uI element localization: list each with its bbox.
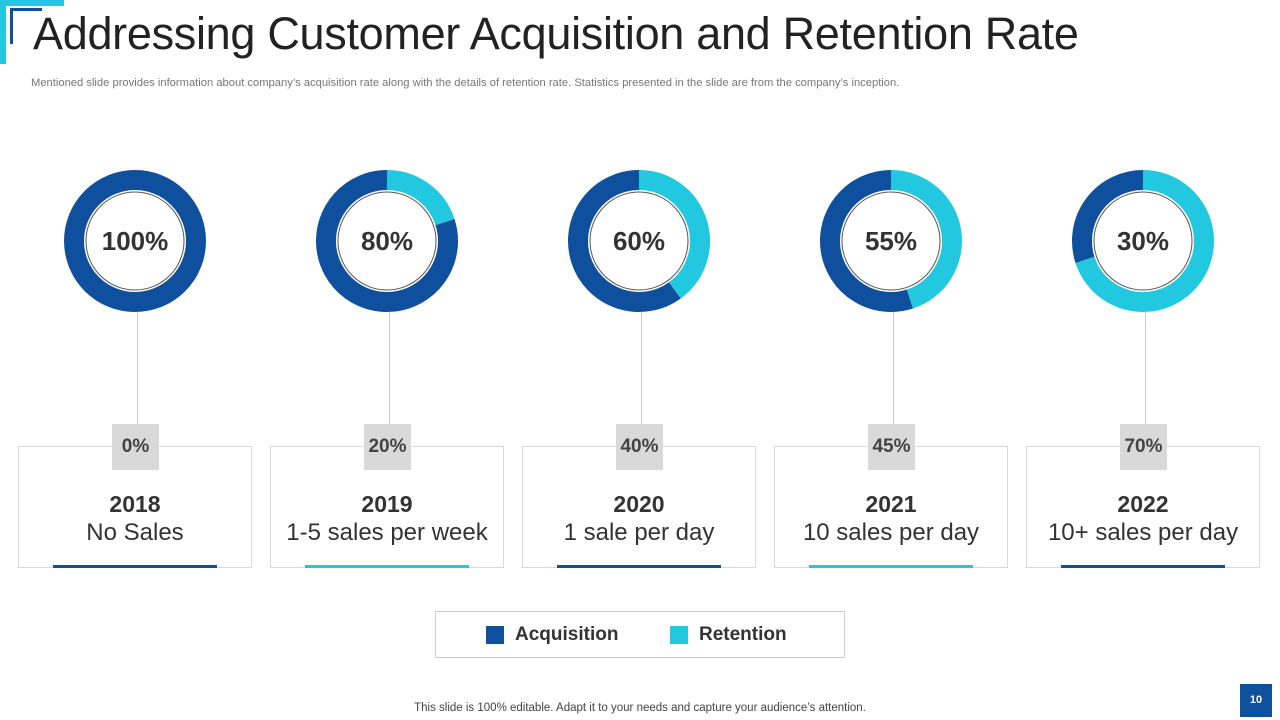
card-underline — [53, 565, 217, 568]
corner-accent-horizontal — [0, 0, 64, 6]
retention-badge-2022: 70% — [1120, 424, 1167, 470]
page-title: Addressing Customer Acquisition and Rete… — [33, 8, 1079, 59]
card-year: 2021 — [865, 491, 917, 517]
page-number: 10 — [1240, 684, 1272, 717]
page-subtitle: Mentioned slide provides information abo… — [31, 77, 900, 89]
retention-badge-2020: 40% — [616, 424, 663, 470]
legend-swatch-retention — [670, 626, 688, 644]
card-year: 2018 — [109, 491, 161, 517]
card-year: 2022 — [1117, 491, 1169, 517]
donut-center-2019 — [337, 191, 437, 291]
legend-label-retention: Retention — [699, 624, 787, 645]
donut-slice-retention-2020 — [638, 170, 710, 299]
donut-2022: 30% — [1072, 170, 1214, 312]
retention-badge-2019: 20% — [364, 424, 411, 470]
donut-label-acquisition-2020: 60% — [613, 226, 665, 256]
donut-slice-retention-2022 — [1075, 170, 1214, 312]
card-detail: 10 sales per day — [802, 519, 980, 546]
legend-item-acquisition: Acquisition — [486, 624, 618, 646]
footer-note: This slide is 100% editable. Adapt it to… — [414, 702, 866, 714]
corner-accent-inner-horizontal — [10, 8, 42, 11]
card-detail: 10+ sales per day — [1047, 519, 1239, 546]
donut-center-2018 — [85, 191, 185, 291]
donut-slice-retention-2019 — [386, 170, 455, 226]
card-detail: No Sales — [86, 519, 184, 546]
card-underline — [557, 565, 721, 568]
donut-center-2020 — [589, 191, 689, 291]
card-underline — [1061, 565, 1225, 568]
year-card-2021: 2021 10 sales per day — [774, 446, 1008, 568]
donut-slice-retention-2021 — [890, 170, 962, 309]
donut-2020: 60% — [568, 170, 710, 312]
chart-legend: Acquisition Retention — [435, 611, 845, 658]
card-underline — [305, 565, 469, 568]
donut-2019: 80% — [316, 170, 458, 312]
connector-line-2021 — [893, 312, 894, 424]
card-year: 2020 — [613, 491, 665, 517]
card-detail: 1 sale per day — [563, 519, 715, 546]
card-year: 2019 — [361, 491, 413, 517]
corner-accent-inner-vertical — [10, 8, 13, 44]
donut-center-2021 — [841, 191, 941, 291]
donut-label-acquisition-2022: 30% — [1117, 226, 1169, 256]
donut-chart-area: 100% 80% 60% 55% 30% — [64, 170, 1214, 424]
card-detail: 1-5 sales per week — [286, 519, 488, 546]
donut-slice-acquisition-2021 — [820, 170, 913, 312]
retention-badge-2021: 45% — [868, 424, 915, 470]
connector-line-2019 — [389, 312, 390, 424]
legend-item-retention: Retention — [670, 624, 787, 646]
retention-badge-2018: 0% — [112, 424, 159, 470]
donut-label-acquisition-2019: 80% — [361, 226, 413, 256]
corner-accent-vertical — [0, 0, 6, 64]
card-underline — [809, 565, 973, 568]
legend-label-acquisition: Acquisition — [515, 624, 619, 645]
donut-slice-acquisition-2018 — [64, 170, 206, 312]
donut-slice-acquisition-2020 — [568, 170, 681, 312]
connector-line-2020 — [641, 312, 642, 424]
connector-line-2022 — [1145, 312, 1146, 424]
donut-center-2022 — [1093, 191, 1193, 291]
donut-label-acquisition-2018: 100% — [102, 226, 169, 256]
donut-slice-acquisition-2019 — [316, 170, 458, 312]
donut-slice-acquisition-2022 — [1072, 170, 1144, 263]
connector-line-2018 — [137, 312, 138, 424]
donut-2021: 55% — [820, 170, 962, 312]
legend-swatch-acquisition — [486, 626, 504, 644]
donut-label-acquisition-2021: 55% — [865, 226, 917, 256]
donut-2018: 100% — [64, 170, 206, 312]
